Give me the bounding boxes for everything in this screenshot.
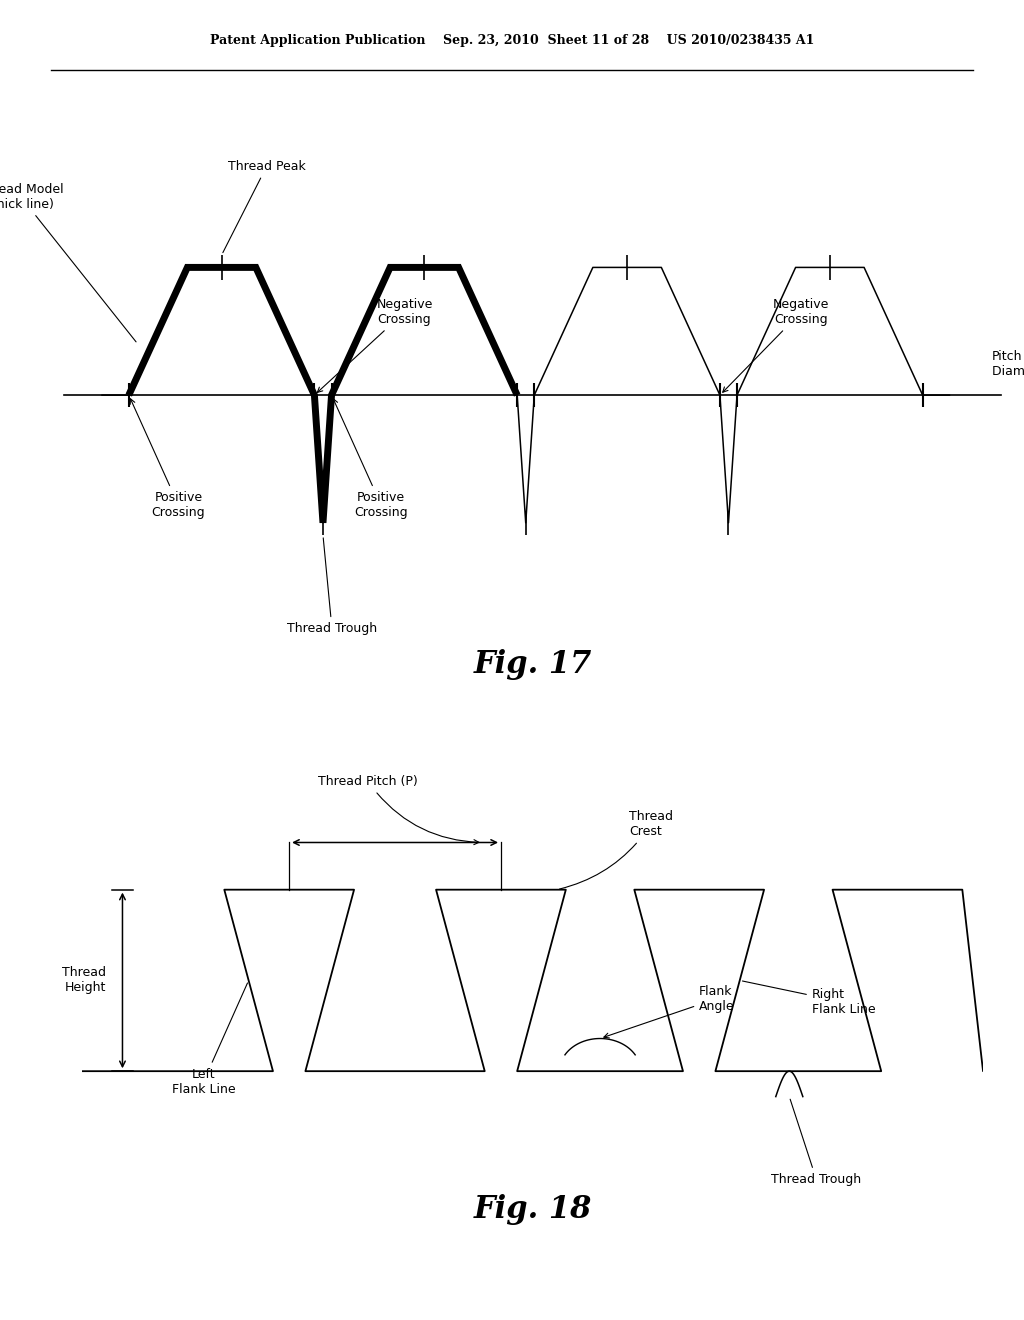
Text: Thread Model
(thick line): Thread Model (thick line) — [0, 182, 136, 342]
Text: Thread
Crest: Thread Crest — [559, 810, 673, 890]
Text: Negative
Crossing: Negative Crossing — [317, 298, 433, 392]
Text: Thread Pitch (P): Thread Pitch (P) — [318, 775, 479, 845]
Text: Patent Application Publication    Sep. 23, 2010  Sheet 11 of 28    US 2010/02384: Patent Application Publication Sep. 23, … — [210, 34, 814, 48]
Text: Thread Trough: Thread Trough — [771, 1100, 861, 1185]
Text: Thread
Height: Thread Height — [62, 966, 106, 994]
Text: Positive
Crossing: Positive Crossing — [333, 399, 408, 519]
Text: Fig. 18: Fig. 18 — [473, 1193, 592, 1225]
Text: Right
Flank Line: Right Flank Line — [742, 981, 876, 1016]
Text: Thread Trough: Thread Trough — [287, 537, 377, 635]
Text: Positive
Crossing: Positive Crossing — [130, 399, 205, 519]
Text: Flank
Angle: Flank Angle — [604, 985, 735, 1038]
Text: Left
Flank Line: Left Flank Line — [172, 983, 248, 1096]
Text: Negative
Crossing: Negative Crossing — [723, 298, 829, 392]
Text: Pitch
Diameter Line: Pitch Diameter Line — [992, 350, 1024, 378]
Text: Fig. 17: Fig. 17 — [473, 649, 592, 680]
Text: Thread Peak: Thread Peak — [223, 160, 305, 252]
